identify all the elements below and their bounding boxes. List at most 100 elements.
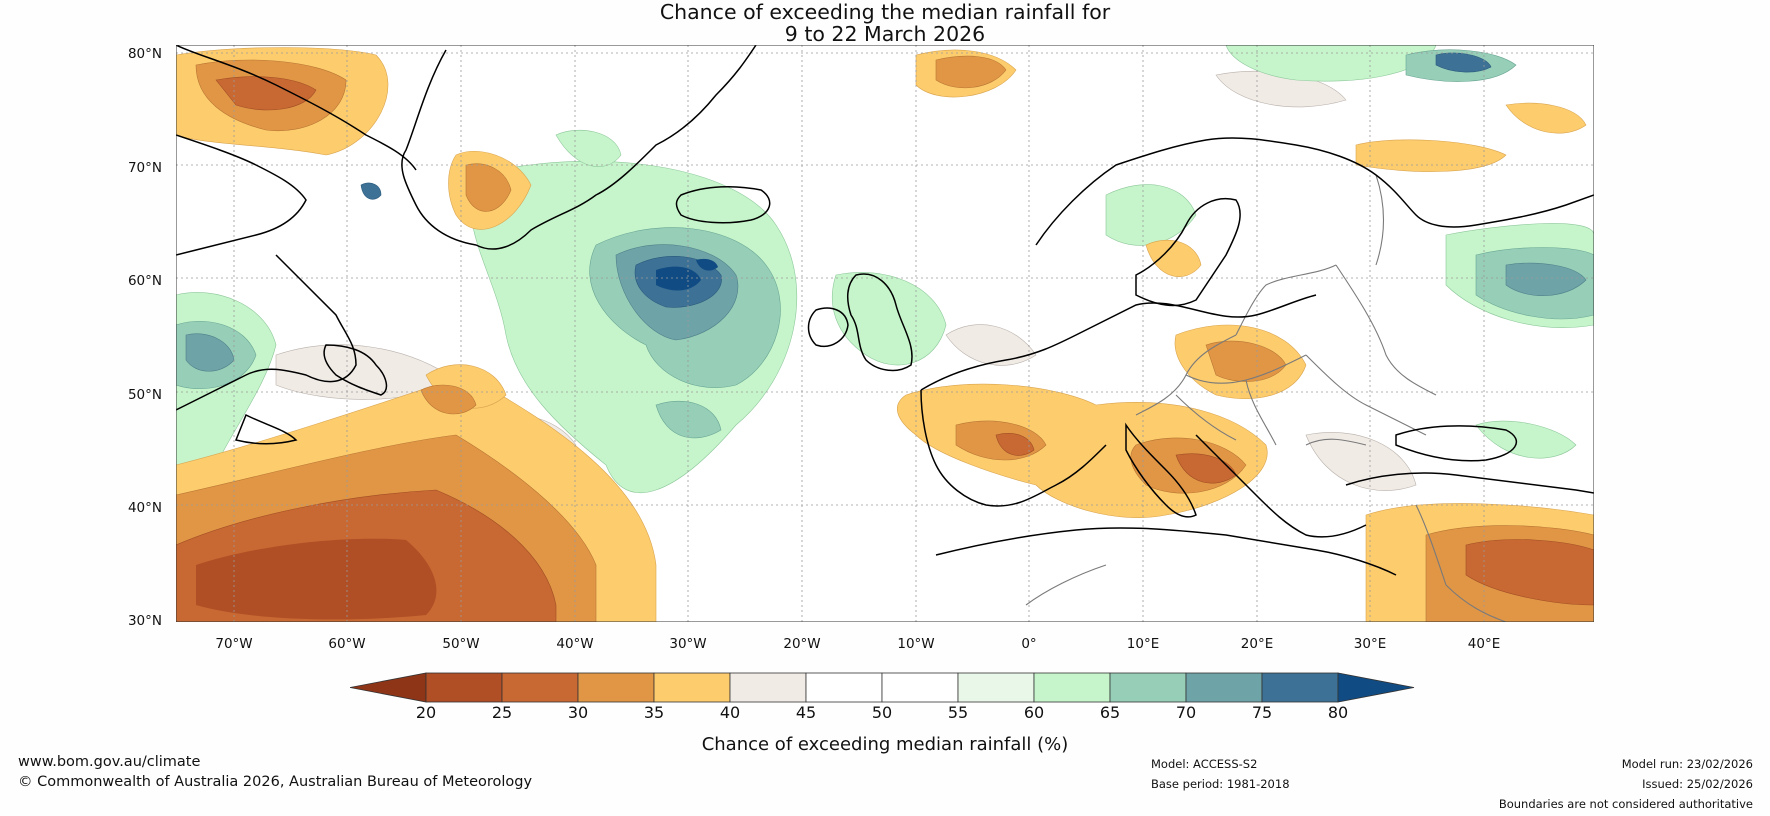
colorbar-under-arrow bbox=[350, 672, 427, 703]
colorbar-tick-label: 25 bbox=[491, 703, 513, 722]
teal-area bbox=[655, 400, 722, 439]
greenland-coast bbox=[401, 45, 757, 250]
colorbar-label: Chance of exceeding median rainfall (%) bbox=[701, 734, 1069, 755]
coastlines bbox=[176, 45, 1594, 576]
scandinavia-coast bbox=[1035, 137, 1594, 246]
yellow-area bbox=[1145, 239, 1202, 277]
blue-area bbox=[1505, 262, 1587, 296]
border-line bbox=[1025, 564, 1107, 606]
colorbar-segment bbox=[1109, 672, 1187, 703]
black-sea-coast bbox=[1395, 425, 1518, 462]
border-line bbox=[1305, 438, 1367, 446]
orange-area bbox=[465, 163, 512, 212]
colorbar-segment bbox=[1033, 672, 1111, 703]
border-line bbox=[1175, 394, 1237, 441]
dark-brown-area bbox=[196, 538, 437, 620]
border-line bbox=[1305, 354, 1427, 436]
lon-label-60w: 60°W bbox=[328, 636, 366, 652]
colorbar-tick-label: 70 bbox=[1175, 703, 1197, 722]
dark-blue-area bbox=[360, 182, 382, 200]
turkey-coast bbox=[1345, 472, 1594, 494]
brown-area bbox=[995, 433, 1035, 456]
yellow-area bbox=[1355, 139, 1507, 172]
rainfall-map bbox=[176, 45, 1594, 622]
balkan-coast bbox=[1195, 434, 1367, 538]
uk-coast bbox=[846, 273, 913, 372]
lon-label-40w: 40°W bbox=[556, 636, 594, 652]
colorbar-tick-label: 55 bbox=[947, 703, 969, 722]
map-title-line2: 9 to 22 March 2026 bbox=[784, 22, 986, 46]
beige-patch bbox=[945, 324, 1037, 366]
colorbar-segment bbox=[1261, 672, 1339, 703]
colorbar-segment bbox=[1185, 672, 1263, 703]
lat-label-40: 40°N bbox=[127, 500, 162, 516]
colorbar-segment bbox=[729, 672, 807, 703]
brown-area bbox=[215, 76, 317, 111]
colorbar-tick-label: 50 bbox=[871, 703, 893, 722]
lat-label-50: 50°N bbox=[127, 387, 162, 403]
lon-label-0: 0° bbox=[1021, 636, 1037, 652]
model-text: Model: ACCESS-S2 bbox=[1151, 757, 1258, 771]
border-line bbox=[1245, 379, 1277, 446]
navy-area bbox=[656, 266, 701, 291]
dry-extreme-regions bbox=[196, 538, 437, 620]
graticule bbox=[176, 45, 1594, 622]
colorbar-segment bbox=[577, 672, 655, 703]
labrador-coast bbox=[176, 254, 357, 411]
colorbar bbox=[350, 672, 1415, 703]
colorbar-tick-label: 65 bbox=[1099, 703, 1121, 722]
border-line bbox=[1415, 504, 1507, 622]
lon-label-30e: 30°E bbox=[1353, 636, 1387, 652]
baffin-coast bbox=[176, 45, 417, 171]
lon-label-40e: 40°E bbox=[1467, 636, 1501, 652]
canada-coast bbox=[176, 134, 307, 256]
green-area bbox=[1475, 420, 1577, 459]
colorbar-tick-label: 20 bbox=[415, 703, 437, 722]
lon-label-20w: 20°W bbox=[783, 636, 821, 652]
colorbar-segment bbox=[425, 672, 503, 703]
europe-coast bbox=[920, 294, 1317, 391]
lon-label-50w: 50°W bbox=[442, 636, 480, 652]
wet-core bbox=[656, 258, 718, 291]
colorbar-segment bbox=[501, 672, 579, 703]
yellow-area bbox=[1505, 102, 1587, 134]
navy-area bbox=[696, 258, 718, 271]
map-title-line1: Chance of exceeding the median rainfall … bbox=[659, 0, 1111, 24]
colorbar-segment bbox=[653, 672, 731, 703]
border-line bbox=[1375, 174, 1385, 266]
model-run-text: Model run: 23/02/2026 bbox=[1621, 757, 1753, 771]
disclaimer-text: Boundaries are not considered authoritat… bbox=[1498, 797, 1753, 811]
orange-area bbox=[935, 55, 1007, 89]
colorbar-segment bbox=[881, 672, 959, 703]
colorbar-tick-label: 40 bbox=[719, 703, 741, 722]
colorbar-tick-label: 45 bbox=[795, 703, 817, 722]
lon-label-10w: 10°W bbox=[897, 636, 935, 652]
lon-label-10e: 10°E bbox=[1126, 636, 1160, 652]
colorbar-tick-label: 75 bbox=[1251, 703, 1273, 722]
colorbar-tick-label: 35 bbox=[643, 703, 665, 722]
lat-label-80: 80°N bbox=[127, 46, 162, 62]
colorbar-tick-label: 30 bbox=[567, 703, 589, 722]
colorbar-tick-label: 60 bbox=[1023, 703, 1045, 722]
ireland-coast bbox=[807, 307, 849, 347]
lat-label-30: 30°N bbox=[127, 613, 162, 629]
brown-area bbox=[1465, 539, 1594, 606]
lat-label-60: 60°N bbox=[127, 273, 162, 289]
iceland-coast bbox=[675, 185, 771, 224]
green-area bbox=[555, 129, 622, 167]
lon-label-30w: 30°W bbox=[669, 636, 707, 652]
north-africa-coast bbox=[935, 527, 1397, 576]
nova-scotia-coast bbox=[234, 413, 298, 445]
lon-label-70w: 70°W bbox=[215, 636, 253, 652]
issued-text: Issued: 25/02/2026 bbox=[1642, 777, 1753, 791]
base-period-text: Base period: 1981-2018 bbox=[1151, 777, 1290, 791]
colorbar-segment bbox=[805, 672, 883, 703]
italy-coast bbox=[1125, 422, 1197, 518]
lat-label-70: 70°N bbox=[127, 160, 162, 176]
green-area bbox=[832, 272, 947, 366]
lon-label-20e: 20°E bbox=[1240, 636, 1274, 652]
website-link[interactable]: www.bom.gov.au/climate bbox=[18, 754, 201, 770]
copyright-text: © Commonwealth of Australia 2026, Austra… bbox=[18, 774, 533, 790]
colorbar-tick-label: 80 bbox=[1327, 703, 1349, 722]
sweden-coast bbox=[1135, 198, 1241, 307]
